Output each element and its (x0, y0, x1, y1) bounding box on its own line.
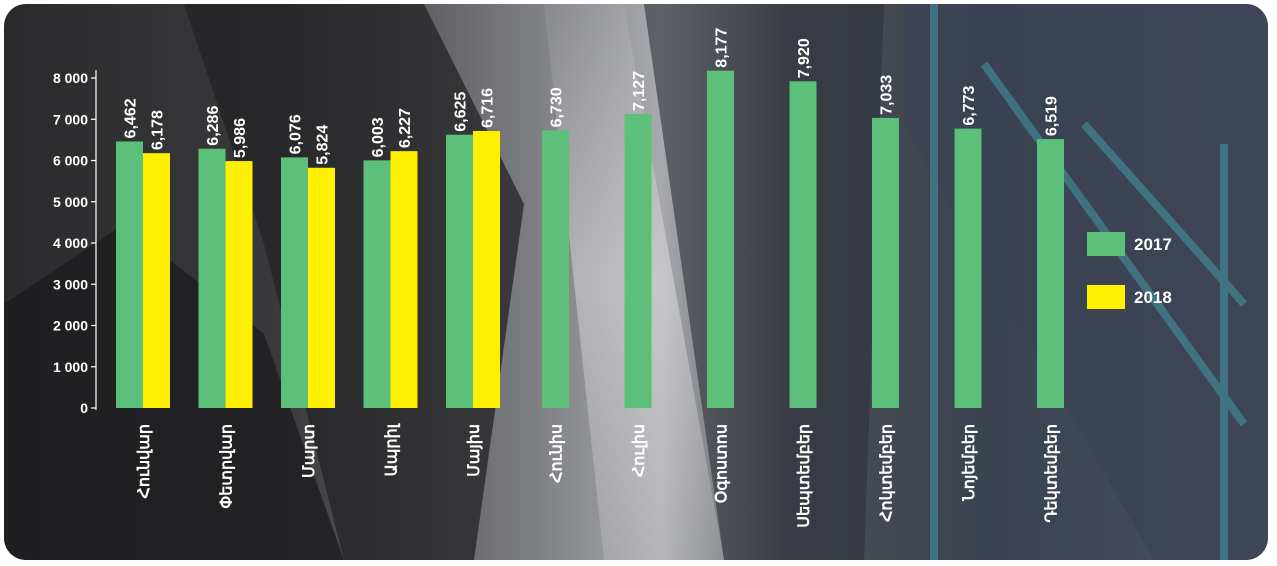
y-tick-label: 2 000 (53, 318, 88, 334)
value-label-2017: 7,127 (631, 71, 648, 111)
x-tick-label: Հունիս (549, 424, 566, 483)
x-axis-labels: Հունվար Փետրվար Մարտ Ապրիլ Մայիս Հունիս Հուլիս… (136, 422, 1061, 527)
x-tick-label: Ապրիլ (384, 422, 401, 476)
x-tick-label: Փետրվար (219, 424, 236, 509)
legend: 2017 2018 (1087, 232, 1172, 309)
bar-2017 (116, 141, 143, 408)
y-tick-label: 4 000 (53, 235, 88, 251)
y-tick-label: 7 000 (53, 111, 88, 127)
bar-2017 (542, 130, 569, 408)
bar-2017 (281, 157, 308, 408)
x-tick-label: Հունվար (136, 424, 153, 499)
y-tick-label: 0 (80, 400, 88, 416)
bar-2017 (363, 160, 391, 408)
y-tick-label: 3 000 (53, 276, 88, 292)
bars: 6,462 6,178 6,286 5,986 6,076 5,824 6,003 6,227… (116, 28, 1064, 409)
value-label-2017: 6,462 (123, 98, 140, 138)
value-label-2018: 5,986 (232, 118, 249, 158)
x-tick-label: Մայիս (466, 424, 483, 477)
value-label-2017: 7,920 (796, 38, 813, 78)
value-label-2017: 6,076 (288, 114, 305, 154)
bar-2018 (143, 153, 170, 408)
legend-label-2017: 2017 (1134, 235, 1172, 254)
y-tick-label: 1 000 (53, 359, 88, 375)
value-label-2018: 6,227 (397, 108, 414, 148)
value-label-2018: 5,824 (315, 125, 332, 165)
bar-2018 (225, 161, 253, 408)
value-label-2017: 6,003 (370, 117, 387, 157)
bar-2017 (446, 134, 473, 408)
value-label-2018: 6,716 (480, 88, 497, 128)
bar-2018 (390, 151, 418, 409)
x-tick-label: Հոկտեմբեր (879, 424, 896, 522)
bar-2017 (954, 128, 982, 408)
bar-2017 (789, 81, 817, 409)
bar-2018 (308, 167, 335, 408)
x-tick-label: Մարտ (301, 424, 318, 478)
bar-2017 (707, 70, 734, 408)
chart-frame: 0 1 000 2 000 3 000 4 000 5 000 6 000 7 000 8 00… (4, 4, 1268, 560)
x-tick-label: Սեպտեմբեր (796, 424, 813, 528)
bar-2018 (473, 130, 500, 408)
bar-2017 (872, 117, 899, 409)
bar-chart: 0 1 000 2 000 3 000 4 000 5 000 6 000 7 000 8 00… (4, 4, 1268, 560)
legend-swatch-2017 (1087, 232, 1125, 256)
y-axis-ticks: 0 1 000 2 000 3 000 4 000 5 000 6 000 7 000 8 00… (53, 70, 96, 416)
y-tick-label: 6 000 (53, 153, 88, 169)
value-label-2017: 7,033 (879, 75, 896, 115)
value-label-2017: 6,519 (1044, 96, 1061, 136)
value-label-2017: 6,286 (205, 106, 222, 146)
bar-2017 (198, 148, 226, 408)
x-tick-label: Նոյեմբեր (961, 424, 978, 502)
y-tick-label: 5 000 (53, 194, 88, 210)
value-label-2018: 6,178 (150, 110, 167, 150)
value-label-2017: 6,625 (453, 92, 470, 132)
x-tick-label: Հուլիս (631, 424, 648, 477)
legend-swatch-2018 (1087, 285, 1125, 309)
value-label-2017: 6,730 (549, 87, 566, 127)
y-tick-label: 8 000 (53, 70, 88, 86)
x-tick-label: Օգոստոս (714, 424, 731, 503)
value-label-2017: 8,177 (714, 28, 731, 68)
bar-2017 (1037, 139, 1064, 408)
value-label-2017: 6,773 (961, 85, 978, 125)
legend-label-2018: 2018 (1134, 288, 1172, 307)
x-tick-label: Դեկտեմբեր (1044, 424, 1061, 523)
bar-2017 (624, 114, 652, 408)
